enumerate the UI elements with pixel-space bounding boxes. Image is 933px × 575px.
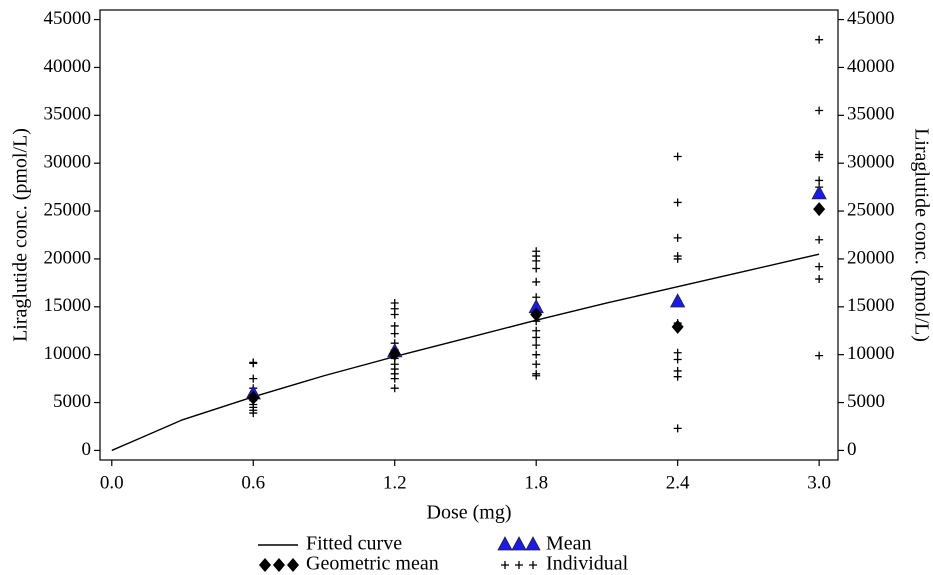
plus-point (390, 384, 399, 393)
plus-point (390, 374, 399, 383)
y2-tick-label: 15000 (847, 295, 895, 316)
y-tick-label: 0 (82, 439, 92, 460)
y2-tick-label: 5000 (847, 391, 885, 412)
legend-swatch (515, 561, 523, 569)
legend-swatch (287, 558, 299, 572)
diamond-point (247, 390, 260, 405)
diamond-point (671, 319, 684, 334)
diamond-point (813, 202, 826, 217)
triangle-point (811, 184, 827, 200)
diamond-point (388, 346, 401, 361)
plus-point (673, 348, 682, 357)
x-axis-label: Dose (mg) (427, 502, 512, 524)
plus-point (532, 256, 541, 265)
diamond-point (530, 307, 543, 322)
y2-tick-label: 10000 (847, 343, 895, 364)
y2-tick-label: 25000 (847, 199, 895, 220)
y-tick-label: 10000 (44, 343, 92, 364)
plus-point (815, 351, 824, 360)
legend-label: Individual (546, 553, 629, 575)
y-axis-label: Liraglutide conc. (pmol/L) (10, 128, 32, 342)
plus-point (815, 106, 824, 115)
legend-swatch (501, 561, 509, 569)
y2-tick-label: 0 (847, 439, 857, 460)
x-tick-label: 1.8 (524, 472, 548, 493)
x-tick-label: 0.0 (100, 472, 124, 493)
legend-swatch (529, 561, 537, 569)
y2-tick-label: 40000 (847, 56, 895, 77)
x-tick-label: 0.6 (241, 472, 265, 493)
x-tick-label: 1.2 (383, 472, 407, 493)
plus-point (532, 360, 541, 369)
y-tick-label: 35000 (44, 104, 92, 125)
plus-point (815, 275, 824, 284)
plus-point (673, 152, 682, 161)
y2-axis-label: Liraglutide conc. (pmol/L) (910, 128, 932, 342)
legend-swatch (525, 536, 541, 551)
y-tick-label: 30000 (44, 152, 92, 173)
y-tick-label: 15000 (44, 295, 92, 316)
plus-point (673, 233, 682, 242)
y-tick-label: 25000 (44, 199, 92, 220)
triangle-point (669, 293, 686, 308)
plus-point (532, 371, 541, 380)
y2-tick-label: 20000 (847, 247, 895, 268)
x-tick-label: 2.4 (666, 472, 690, 493)
plus-point (532, 350, 541, 359)
plus-point (815, 235, 824, 244)
plus-point (673, 424, 682, 433)
plus-point (532, 326, 541, 335)
plus-point (673, 355, 682, 364)
plus-point (390, 321, 399, 330)
fitted-curve (111, 253, 820, 452)
plus-point (390, 329, 399, 338)
y-tick-label: 40000 (44, 56, 92, 77)
plus-point (815, 176, 824, 185)
plus-point (390, 310, 399, 319)
plus-point (249, 374, 258, 383)
plus-point (815, 35, 824, 44)
plus-point (673, 254, 682, 263)
plot-frame (99, 9, 839, 461)
legend-swatch (497, 536, 513, 551)
plus-point (815, 153, 824, 162)
plus-point (532, 264, 541, 273)
y-tick-label: 45000 (44, 8, 92, 29)
plus-point (673, 198, 682, 207)
plus-point (249, 359, 258, 368)
plus-point (532, 333, 541, 342)
legend-swatch (511, 536, 527, 551)
plus-point (815, 262, 824, 271)
y2-tick-label: 45000 (847, 8, 895, 29)
y2-tick-label: 30000 (847, 152, 895, 173)
plus-point (249, 409, 258, 418)
legend-swatch (259, 558, 271, 572)
plus-point (532, 341, 541, 350)
legend-label: Geometric mean (306, 553, 439, 575)
y2-tick-label: 35000 (847, 104, 895, 125)
y-tick-label: 20000 (44, 247, 92, 268)
y-tick-label: 5000 (53, 391, 91, 412)
legend-label: Mean (546, 533, 592, 555)
plus-point (673, 372, 682, 381)
legend-swatch (273, 558, 285, 572)
x-tick-label: 3.0 (807, 472, 831, 493)
plus-point (532, 277, 541, 286)
legend-label: Fitted curve (306, 533, 402, 555)
